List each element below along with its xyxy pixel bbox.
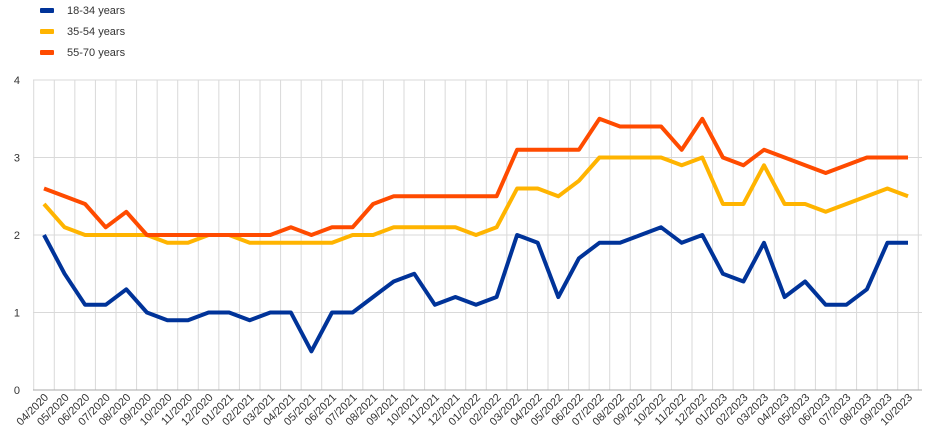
series-lines [42,116,909,354]
y-tick-label: 2 [14,230,20,242]
y-tick-label: 4 [14,75,20,87]
y-tick-label: 3 [14,153,20,165]
legend-label-35-54: 35-54 years [67,25,126,38]
legend-swatch-18-34 [40,8,54,13]
legend-label-18-34: 18-34 years [67,4,126,17]
legend-item-35-54: 35-54 years [40,21,125,42]
legend-swatch-55-70 [40,50,54,55]
series-55-70 [43,116,908,237]
series-line-35-54 [42,155,909,245]
y-tick-label: 0 [14,385,20,397]
series-line-55-70 [43,116,908,237]
legend-swatch-35-54 [40,29,54,34]
series-line-18-34 [42,225,908,354]
y-tick-label: 1 [14,308,20,320]
x-axis-ticks: 04/202005/202006/202007/202008/202009/20… [15,392,916,429]
y-axis-ticks: 0 1 2 3 4 [14,75,20,397]
series-18-34 [42,225,908,354]
series-35-54 [42,155,909,245]
legend-label-55-70: 55-70 years [67,46,126,59]
legend-item-55-70: 55-70 years [40,42,125,63]
legend-item-18-34: 18-34 years [40,0,125,21]
legend: 18-34 years 35-54 years 55-70 years [40,0,125,63]
